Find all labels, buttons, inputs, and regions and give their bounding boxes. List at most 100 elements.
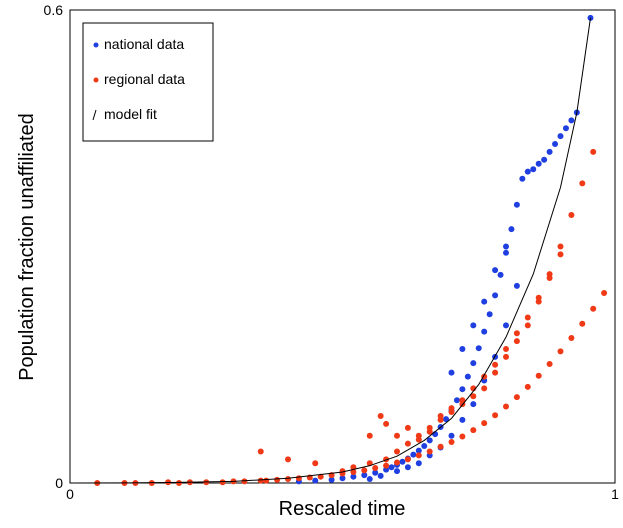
regional-data-point: [535, 372, 542, 379]
regional-data-point: [557, 251, 564, 258]
national-data-point: [453, 397, 460, 404]
regional-data-point: [503, 345, 509, 352]
x-tick-label: 1: [611, 486, 619, 502]
national-data-point: [492, 267, 499, 274]
national-data-point: [513, 282, 520, 289]
regional-data-point: [513, 330, 520, 337]
regional-data-point: [557, 243, 564, 250]
national-data-point: [448, 369, 455, 376]
national-data-point: [410, 451, 417, 458]
regional-data-point: [377, 412, 384, 419]
y-tick-label: 0.6: [44, 2, 64, 18]
regional-data-point: [481, 420, 488, 427]
regional-data-point: [492, 369, 499, 376]
national-data-point: [562, 125, 569, 132]
regional-data-point: [263, 477, 270, 484]
regional-data-point: [568, 334, 575, 341]
regional-data-point: [601, 290, 608, 297]
national-data-point: [443, 416, 450, 423]
regional-data-point: [394, 448, 400, 455]
regional-data-point: [350, 468, 357, 475]
national-data-point: [557, 133, 564, 140]
legend-box: [82, 22, 214, 142]
model-series: [69, 17, 591, 484]
national-data-point: [459, 345, 466, 352]
national-data-point: [486, 311, 493, 318]
regional-data-point: [219, 479, 226, 486]
national-data-point: [508, 226, 515, 233]
national-data-point: [394, 468, 400, 475]
regional-data-point: [372, 465, 379, 472]
regional-data-point: [285, 476, 291, 483]
regional-data-point: [448, 439, 455, 446]
national-data-point: [546, 148, 553, 155]
national-data-point: [312, 477, 319, 484]
national-data-point: [513, 201, 520, 208]
regional-data-point: [579, 320, 586, 327]
regional-data-point: [404, 424, 411, 431]
national-data-point: [459, 416, 466, 423]
national-data-point: [481, 298, 488, 305]
national-series: [295, 14, 594, 485]
regional-data-point: [241, 478, 248, 485]
national-data-point: [481, 328, 488, 335]
regional-data-point: [535, 294, 542, 301]
national-data-point: [475, 345, 482, 352]
regional-data-point: [448, 405, 455, 412]
regional-data-point: [524, 314, 531, 321]
legend-label: regional data: [104, 71, 185, 87]
regional-data-point: [568, 211, 575, 218]
national-data-point: [372, 469, 379, 476]
national-data-point: [399, 458, 406, 465]
national-data-point: [377, 472, 384, 479]
national-data-point: [492, 292, 499, 299]
regional-data-point: [503, 353, 509, 360]
x-axis-label: Rescaled time: [279, 498, 406, 520]
regional-data-point: [590, 148, 597, 155]
x-tick-label: 0: [66, 486, 74, 502]
national-data-point: [459, 386, 466, 393]
national-data-point: [339, 475, 346, 482]
national-data-point: [388, 464, 395, 471]
regional-data-point: [426, 428, 433, 435]
regional-data-point: [524, 383, 531, 390]
regional-data-point: [590, 305, 597, 312]
regional-data-point: [383, 462, 390, 469]
regional-data-point: [459, 397, 466, 404]
tick-layer: 0 1 0 0.6: [44, 2, 620, 502]
national-data-point: [503, 243, 509, 250]
regional-data-point: [459, 433, 466, 440]
y-axis-label: Population fraction unaffiliated: [16, 113, 38, 381]
y-tick-label: 0: [55, 475, 63, 491]
national-data-point: [470, 401, 477, 408]
national-data-point: [541, 156, 548, 163]
regional-data-point: [361, 467, 368, 474]
legend: national data regional data model fit: [82, 22, 214, 142]
national-data-point: [530, 166, 537, 173]
plot-frame: [69, 9, 616, 484]
regional-data-point: [470, 393, 477, 400]
legend-national-marker: [93, 42, 99, 48]
regional-data-point: [317, 473, 324, 480]
series-layer: [69, 14, 608, 486]
regional-data-point: [470, 427, 477, 434]
legend-label: national data: [104, 36, 184, 52]
national-data-point: [524, 168, 531, 175]
regional-data-point: [492, 361, 499, 368]
legend-label: model fit: [104, 106, 157, 122]
national-data-point: [470, 360, 477, 367]
national-data-point: [421, 442, 428, 449]
national-data-point: [497, 271, 504, 278]
national-data-point: [415, 447, 422, 454]
national-data-point: [448, 432, 455, 439]
regional-data-point: [557, 348, 564, 355]
legend-regional-marker: [93, 77, 99, 83]
regional-series: [94, 148, 608, 486]
regional-data-point: [546, 360, 553, 367]
national-data-point: [470, 322, 477, 329]
regional-data-point: [274, 476, 281, 483]
regional-data-point: [295, 475, 302, 482]
national-data-point: [503, 249, 509, 256]
